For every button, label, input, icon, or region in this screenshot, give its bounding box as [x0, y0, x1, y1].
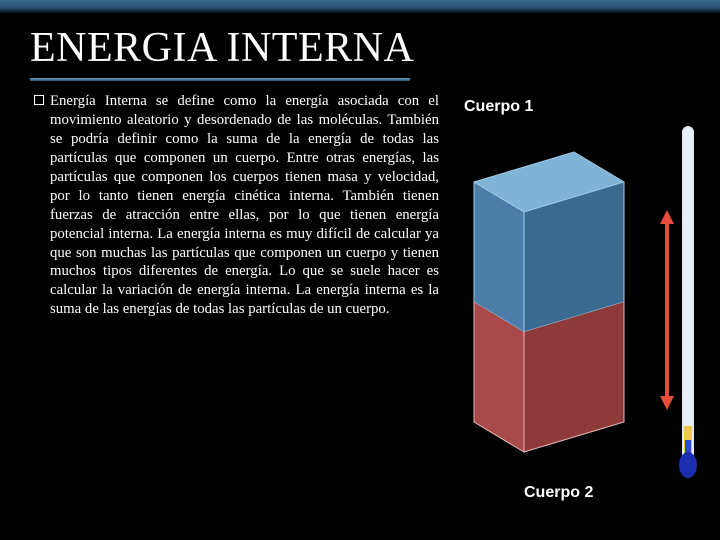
label-cuerpo-2: Cuerpo 2 [524, 484, 593, 502]
heat-transfer-arrow [660, 210, 674, 410]
thermometer-icon [678, 126, 698, 478]
top-accent-bar [0, 0, 720, 14]
cube-bottom [474, 302, 624, 452]
title-underline [30, 78, 410, 81]
cube-top [474, 152, 624, 332]
stacked-cubes [454, 132, 644, 472]
page-title: ENERGIA INTERNA [30, 24, 414, 72]
label-cuerpo-1: Cuerpo 1 [464, 98, 533, 116]
body-paragraph: Energía Interna se define como la energí… [34, 92, 439, 319]
energy-diagram: Cuerpo 1 Cuerpo 2 [452, 92, 702, 512]
body-text-content: Energía Interna se define como la energí… [50, 92, 439, 319]
bullet-icon [34, 95, 44, 105]
